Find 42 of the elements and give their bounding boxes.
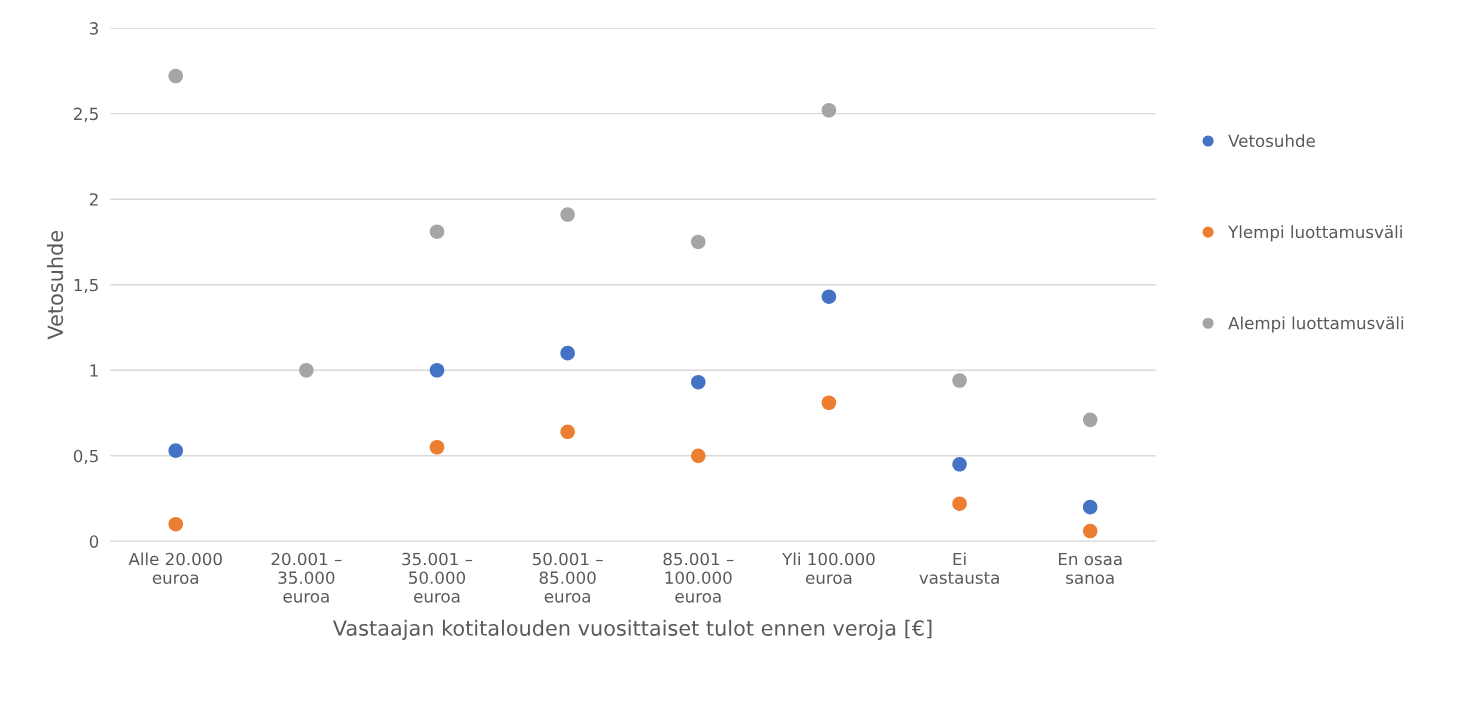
x-tick-label: 85.001 – 100.000 euroa [663,552,734,603]
x-tick-label: 50.001 – 85.000 euroa [532,552,603,603]
point [952,496,967,511]
point [560,345,575,361]
point [691,234,706,250]
point [952,457,967,472]
point [429,224,445,239]
y-tick-label: 1,5 [74,278,98,293]
x-tick-label: En osaa sanoa [1058,552,1122,584]
point [168,516,183,532]
point [691,374,706,390]
x-axis-title: Vastaajan kotitalouden vuosittaiset tulot ennen veroja [€] [332,619,932,640]
point [1082,412,1098,428]
point [560,424,575,440]
y-tick-label: 0,5 [73,449,98,465]
point [1082,499,1098,515]
point [821,102,837,118]
legend-label: Ylempi luottamusväli [1228,225,1402,242]
point [952,373,967,388]
x-tick-label: Ei vastausta [919,552,999,584]
x-tick-label: 35.001 – 50.000 euroa [402,552,473,603]
point [168,443,183,458]
y-axis-title: Vetosuhde [47,230,64,340]
point [821,395,837,411]
point [299,362,314,378]
point [691,448,706,464]
x-tick-label: Alle 20.000 euroa [128,552,222,584]
point [168,68,183,84]
legend-label: Vetosuhde [1228,134,1315,148]
y-tick-label: 2,5 [74,107,98,122]
y-tick-label: 0 [89,535,99,548]
y-tick-label: 1 [90,364,98,377]
x-tick-label: Yli 100.000 euroa [782,552,875,584]
y-tick-label: 3 [89,22,98,35]
point [821,289,837,304]
point [429,362,445,378]
point [560,207,575,222]
x-tick-label: 20.001 – 35.000 euroa [271,552,342,603]
point [429,439,445,455]
y-tick-label: 2 [89,193,98,206]
legend-label: Alempi luottamusväli [1228,316,1404,333]
point [1082,523,1098,539]
